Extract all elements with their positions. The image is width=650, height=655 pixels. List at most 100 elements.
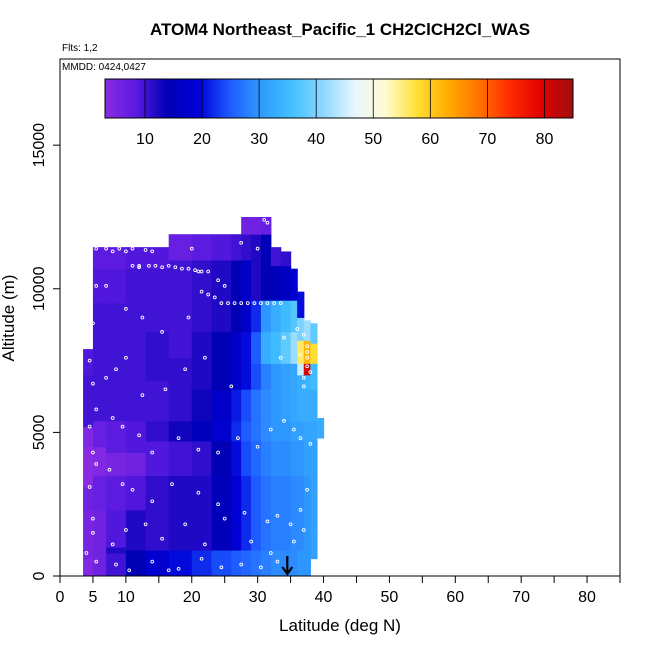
sample-point <box>305 344 309 349</box>
heatmap-cell <box>231 389 242 422</box>
heatmap-cell <box>241 234 252 261</box>
heatmap-cell <box>92 446 107 476</box>
colorbar-swatch <box>247 79 252 118</box>
sample-point <box>150 450 155 455</box>
x-axis-label: Latitude (deg N) <box>279 616 401 635</box>
colorbar-swatch <box>319 79 323 118</box>
colorbar-swatch <box>341 79 346 118</box>
heatmap-cell <box>270 389 282 422</box>
sample-point <box>239 240 244 245</box>
colorbar-swatch <box>184 79 189 118</box>
colorbar-swatch <box>304 79 309 118</box>
heatmap-cell <box>270 550 282 577</box>
sample-point <box>183 522 188 527</box>
x-tick-label: 60 <box>446 589 464 606</box>
heatmap-cell <box>251 441 262 476</box>
x-tick-label: 20 <box>183 589 201 606</box>
heatmap-cell <box>316 418 325 439</box>
colorbar-swatch <box>475 79 480 118</box>
colorbar-swatch <box>427 79 431 118</box>
colorbar-swatch <box>336 79 340 118</box>
heatmap-cell <box>251 389 262 422</box>
colorbar-swatch <box>105 79 109 118</box>
colorbar-swatch <box>515 79 520 118</box>
heatmap-cell <box>125 268 147 422</box>
heatmap-cell <box>92 268 107 304</box>
sample-point <box>236 436 240 440</box>
colorbar-swatch <box>376 79 380 118</box>
colorbar-swatch <box>333 79 337 118</box>
sample-point <box>255 246 260 251</box>
heatmap-cell <box>92 509 107 577</box>
colorbar-swatch <box>535 79 540 118</box>
sample-point <box>91 531 95 535</box>
sample-point <box>275 513 280 518</box>
sample-point <box>84 551 89 555</box>
colorbar-swatch <box>182 79 186 118</box>
sample-point <box>203 355 207 360</box>
sample-point <box>180 266 184 271</box>
colorbar-swatch <box>330 79 334 118</box>
sample-point <box>298 216 303 221</box>
sample-point <box>104 284 108 288</box>
sample-point <box>160 265 164 270</box>
heatmap-cell <box>191 260 213 333</box>
colorbar-swatch <box>107 79 112 118</box>
sample-point <box>173 265 178 270</box>
colorbar-swatch <box>390 79 394 118</box>
sample-point <box>265 301 270 305</box>
colorbar-swatch <box>367 79 371 118</box>
colorbar-swatch <box>281 79 286 118</box>
heatmap-cell <box>310 521 318 560</box>
heatmap-cell <box>145 331 170 382</box>
colorbar-swatch <box>162 79 166 118</box>
sample-point <box>94 284 99 288</box>
colorbar-swatch <box>264 79 269 118</box>
colorbar-swatch <box>187 79 192 118</box>
y-axis: 0 5000 10000 15000 <box>31 123 60 580</box>
sample-point <box>305 487 309 492</box>
sample-point <box>206 269 211 274</box>
heatmap-cell <box>297 317 305 341</box>
heatmap-column <box>125 247 147 577</box>
colorbar-swatch <box>301 79 306 118</box>
heatmap-cell <box>260 441 272 476</box>
heatmap-cell <box>168 357 193 422</box>
colorbar-swatch <box>418 79 423 118</box>
colorbar-swatch <box>296 79 300 118</box>
heatmap-column <box>303 320 311 577</box>
heatmap-column <box>310 323 318 560</box>
heatmap-cell <box>290 550 298 577</box>
colorbar-swatch <box>504 79 508 118</box>
heatmap-cell <box>241 260 252 333</box>
sample-point <box>186 266 191 271</box>
sample-point <box>288 522 293 527</box>
heatmap-column <box>251 216 262 577</box>
colorbar-swatch <box>444 79 448 118</box>
heatmap-cell <box>280 389 292 422</box>
colorbar-swatch <box>202 79 206 118</box>
sample-point <box>110 249 115 254</box>
heatmap-cell <box>106 547 127 554</box>
heatmap-cell <box>145 475 170 551</box>
sample-point <box>196 490 201 495</box>
sample-point <box>268 427 273 432</box>
heatmap-cell <box>168 475 193 551</box>
colorbar-swatch <box>339 79 343 118</box>
heatmap-cell <box>297 340 305 364</box>
heatmap-cell <box>303 320 311 341</box>
heatmap-cell <box>106 247 127 270</box>
sample-point <box>140 315 145 320</box>
colorbar-swatch <box>541 79 545 118</box>
heatmap-column <box>280 251 292 577</box>
heatmap-cell <box>168 441 193 476</box>
colorbar-swatch <box>458 79 463 118</box>
sample-point <box>130 246 135 251</box>
colorbar-swatch <box>233 79 237 118</box>
sample-point <box>278 301 283 305</box>
heatmap-cell <box>260 216 272 235</box>
heatmap-cell <box>125 420 147 453</box>
heatmap-cell <box>290 363 298 390</box>
colorbar-swatch <box>147 79 152 118</box>
colorbar-tick-label: 30 <box>250 131 268 148</box>
